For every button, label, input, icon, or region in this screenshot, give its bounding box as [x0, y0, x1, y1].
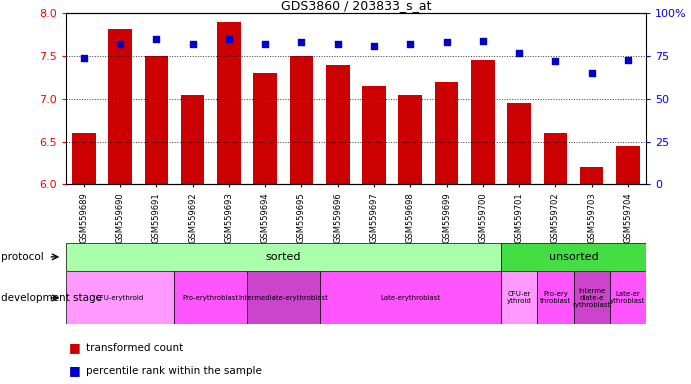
Point: [260, 41, 271, 47]
Text: protocol: protocol: [1, 252, 44, 262]
Bar: [507, 103, 531, 184]
Point: [623, 56, 634, 63]
Text: Late-erythroblast: Late-erythroblast: [380, 295, 440, 301]
Text: ■: ■: [69, 341, 81, 354]
Bar: [501, 243, 646, 271]
Bar: [609, 271, 646, 324]
Bar: [501, 271, 538, 324]
Bar: [538, 271, 574, 324]
Title: GDS3860 / 203833_s_at: GDS3860 / 203833_s_at: [281, 0, 431, 12]
Bar: [290, 56, 313, 184]
Text: Pro-erythroblast: Pro-erythroblast: [182, 295, 239, 301]
Point: [187, 41, 198, 47]
Point: [405, 41, 416, 47]
Point: [513, 50, 524, 56]
Text: CFU-erythroid: CFU-erythroid: [96, 295, 144, 301]
Text: transformed count: transformed count: [86, 343, 184, 353]
Text: Intermediate-erythroblast: Intermediate-erythroblast: [238, 295, 328, 301]
Bar: [362, 86, 386, 184]
Text: percentile rank within the sample: percentile rank within the sample: [86, 366, 263, 376]
Bar: [326, 65, 350, 184]
Point: [368, 43, 379, 49]
Text: Pro-ery
throblast: Pro-ery throblast: [540, 291, 571, 305]
Text: ■: ■: [69, 364, 81, 377]
Bar: [399, 94, 422, 184]
Point: [115, 41, 126, 47]
Bar: [471, 60, 495, 184]
Bar: [319, 271, 501, 324]
Point: [441, 40, 452, 46]
Text: development stage: development stage: [1, 293, 102, 303]
Bar: [544, 133, 567, 184]
Bar: [616, 146, 640, 184]
Point: [151, 36, 162, 42]
Bar: [217, 22, 240, 184]
Point: [477, 38, 489, 44]
Text: Late-er
ythroblast: Late-er ythroblast: [610, 291, 645, 305]
Text: unsorted: unsorted: [549, 252, 598, 262]
Bar: [144, 56, 168, 184]
Bar: [72, 133, 95, 184]
Text: sorted: sorted: [265, 252, 301, 262]
Bar: [580, 167, 603, 184]
Text: CFU-er
ythroid: CFU-er ythroid: [507, 291, 531, 305]
Point: [78, 55, 89, 61]
Point: [332, 41, 343, 47]
Point: [550, 58, 561, 65]
Bar: [181, 94, 205, 184]
Point: [586, 70, 597, 76]
Bar: [574, 271, 610, 324]
Bar: [174, 271, 247, 324]
Point: [223, 36, 234, 42]
Bar: [66, 271, 174, 324]
Bar: [247, 271, 319, 324]
Bar: [66, 243, 501, 271]
Bar: [254, 73, 277, 184]
Text: Interme
diate-e
rythroblast: Interme diate-e rythroblast: [573, 288, 611, 308]
Bar: [108, 29, 132, 184]
Bar: [435, 82, 458, 184]
Point: [296, 40, 307, 46]
